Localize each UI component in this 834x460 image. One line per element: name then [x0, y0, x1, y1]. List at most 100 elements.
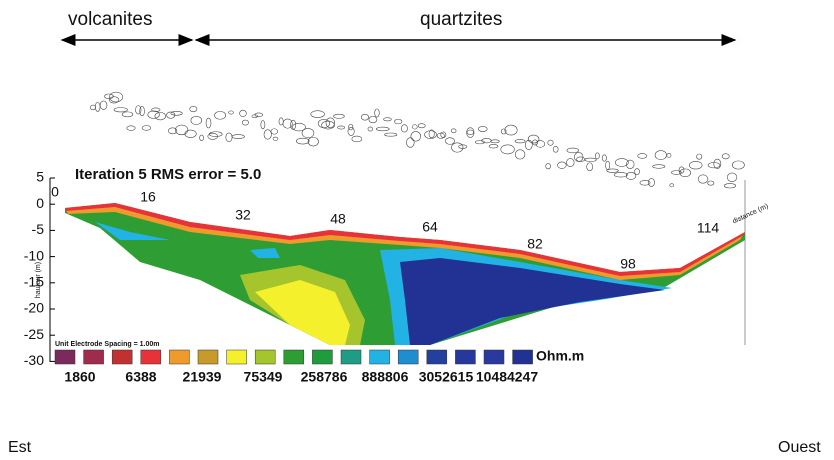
rock [348, 123, 354, 131]
legend-swatch [312, 349, 333, 365]
rock [466, 127, 475, 138]
legend-value: 258786 [301, 369, 348, 385]
rock [678, 166, 685, 174]
rock [383, 117, 392, 122]
legend-swatch [483, 349, 505, 365]
rock [490, 139, 500, 144]
y-tick-label: -5 [32, 221, 45, 237]
rock [500, 144, 515, 155]
legend-swatch [455, 349, 476, 365]
legend-swatch [197, 349, 219, 365]
rock [190, 116, 203, 125]
rock [199, 134, 204, 141]
rock [721, 153, 730, 160]
distance-label: 98 [620, 256, 636, 272]
rock [557, 161, 567, 169]
rock [282, 118, 293, 129]
y-tick-label: -20 [24, 300, 44, 316]
rock [225, 132, 233, 143]
rock [451, 142, 464, 153]
rock [367, 126, 374, 132]
rock [384, 132, 398, 137]
distance-label: 32 [235, 207, 251, 223]
rock [99, 100, 108, 110]
rock [104, 93, 114, 99]
rock [532, 139, 538, 146]
legend-swatch [254, 349, 276, 365]
rock [696, 153, 703, 160]
rock [214, 111, 226, 120]
legend-caption: Unit Electrode Spacing = 1.00m [55, 341, 159, 348]
rock [325, 117, 335, 129]
rock [654, 150, 667, 160]
rock [154, 112, 166, 121]
legend-swatch [111, 349, 133, 365]
rock [504, 124, 518, 136]
rock [466, 129, 474, 136]
rock [410, 131, 422, 142]
rock [90, 104, 96, 111]
rock [566, 147, 579, 154]
rock [647, 178, 655, 187]
footer-left: Est [8, 439, 32, 456]
rock [260, 120, 266, 130]
distance-axis-label: distance (m) [732, 203, 770, 226]
rock [679, 168, 692, 178]
rock [566, 158, 575, 167]
legend-swatch [226, 349, 247, 365]
rock [625, 172, 637, 180]
rock [278, 117, 284, 126]
rock [726, 172, 738, 182]
rock [175, 124, 189, 136]
rock [478, 126, 488, 132]
legend-value: 21939 [183, 369, 222, 385]
legend-swatch [140, 349, 162, 365]
rock [732, 160, 745, 170]
legend-swatch [369, 349, 390, 365]
legend-swatches [54, 349, 533, 365]
rock [374, 108, 380, 118]
rock [545, 163, 551, 170]
rock [189, 105, 198, 113]
rock [296, 137, 310, 145]
rock [375, 126, 390, 132]
legend-value: 10484247 [476, 369, 539, 385]
rock [151, 107, 161, 112]
rock [514, 139, 526, 144]
rock [614, 158, 629, 167]
rock [321, 120, 335, 130]
legend-swatch [83, 349, 104, 365]
rock [605, 160, 611, 170]
rock [135, 105, 142, 115]
legend-value: 75349 [244, 369, 283, 385]
rock [347, 127, 355, 136]
rock [527, 134, 540, 144]
distance-label: 16 [140, 189, 156, 205]
rock [333, 113, 345, 119]
rock [474, 140, 485, 145]
rock-sketch [90, 91, 745, 189]
rock [272, 136, 279, 141]
legend-swatch [426, 349, 448, 365]
legend-value: 888806 [362, 369, 409, 385]
y-tick-label: -10 [24, 247, 44, 263]
rock [368, 115, 378, 124]
rock [337, 125, 346, 130]
rock [121, 111, 134, 118]
rock [263, 129, 272, 140]
rock [126, 125, 136, 131]
distance-labels: 0 16 32 48 64 82 98 114 [51, 184, 719, 272]
rock [707, 180, 715, 186]
distance-label: 114 [697, 220, 720, 236]
rock [428, 129, 435, 139]
rock [458, 144, 468, 149]
rock [625, 159, 635, 169]
footer-right: Ouest [778, 439, 821, 456]
rock [109, 91, 124, 103]
y-tick-label: -15 [24, 274, 44, 290]
rock [147, 110, 160, 119]
rock [170, 111, 183, 116]
rock [606, 168, 619, 173]
y-tick-label: -25 [24, 326, 44, 342]
